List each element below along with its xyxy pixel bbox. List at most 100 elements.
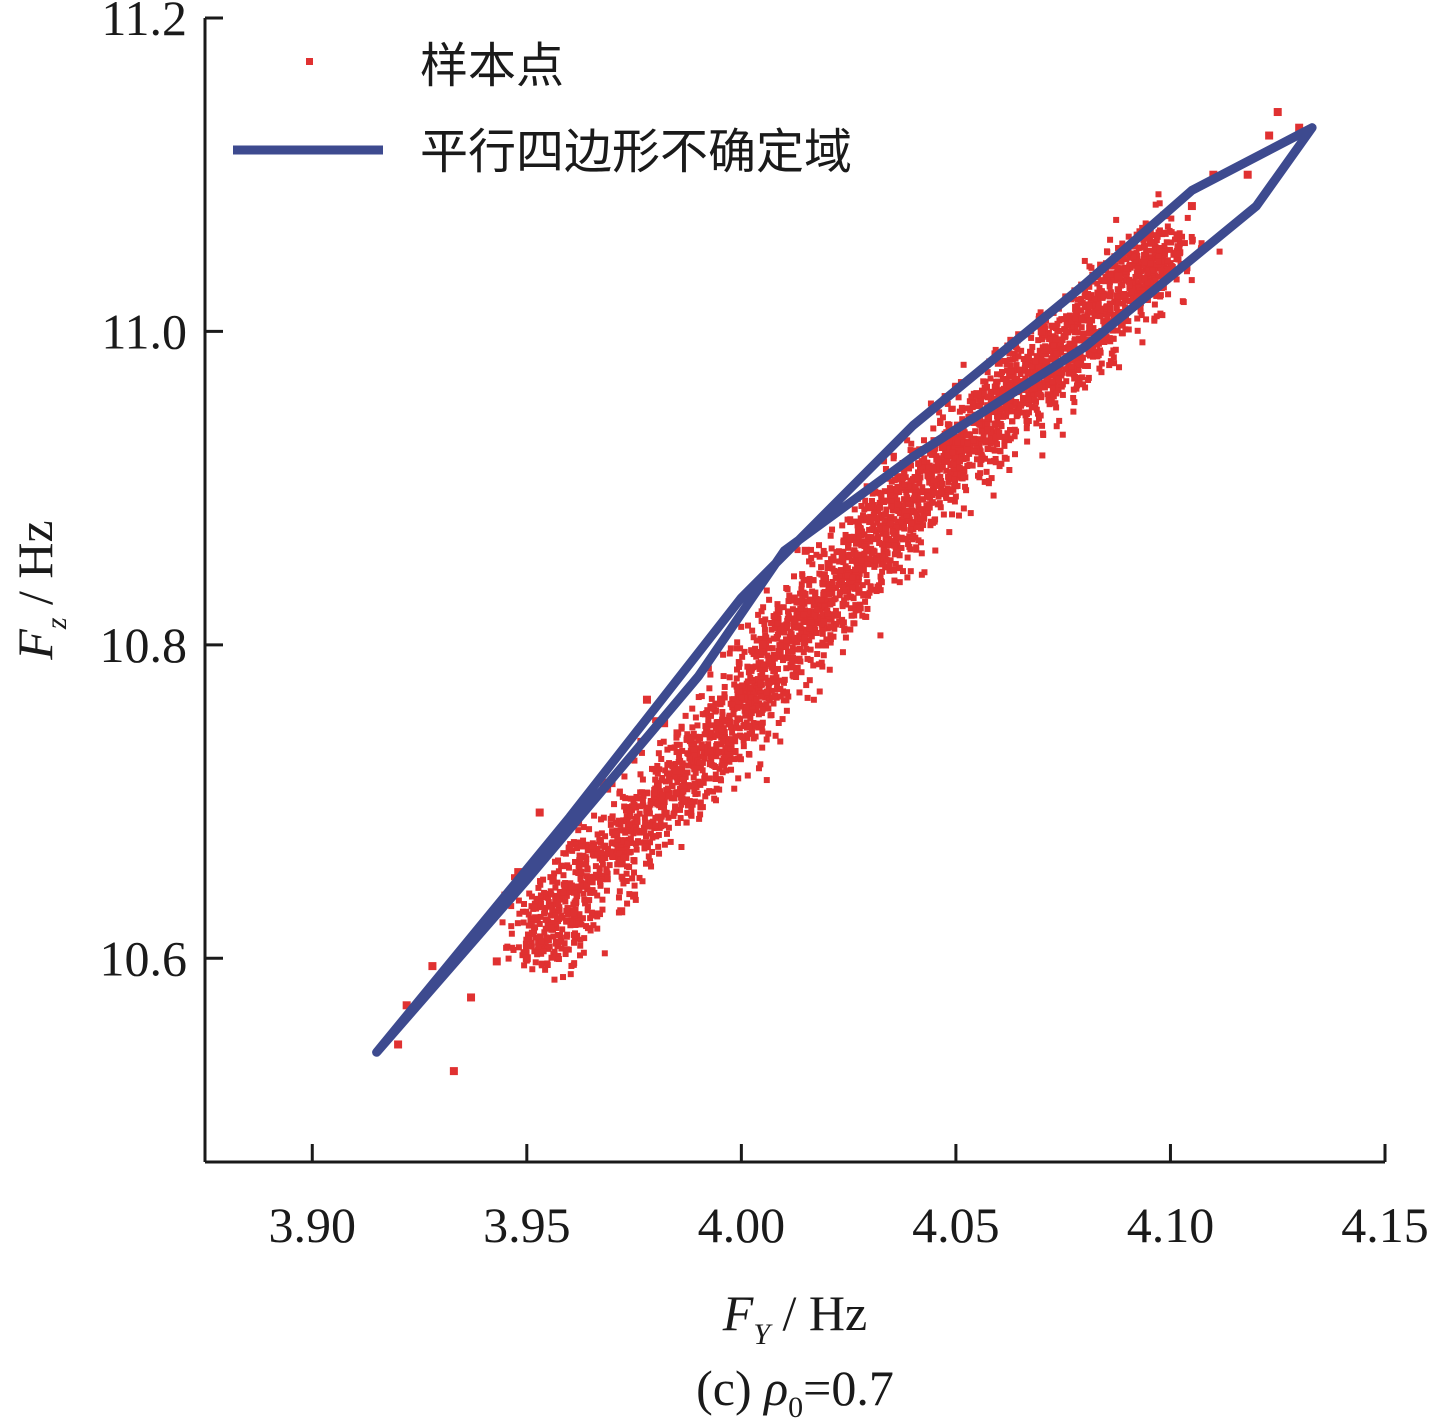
sample-point: [772, 732, 779, 739]
sample-point: [662, 778, 669, 785]
sample-point: [694, 722, 701, 729]
sample-point: [1078, 295, 1085, 302]
sample-point: [777, 624, 784, 631]
sample-point: [886, 567, 893, 574]
sample-point: [720, 673, 727, 680]
sample-point: [827, 632, 834, 639]
sample-point: [839, 603, 846, 610]
sample-point: [1025, 369, 1032, 376]
sample-point: [964, 405, 971, 412]
sample-point: [806, 581, 813, 588]
sample-point: [619, 818, 626, 825]
sample-point: [918, 462, 925, 469]
sample-point: [952, 434, 959, 441]
sample-point: [736, 688, 743, 695]
sample-point: [550, 933, 557, 940]
sample-point: [614, 861, 621, 868]
sample-point: [1183, 268, 1190, 275]
sample-point: [823, 642, 830, 649]
sample-point: [1164, 223, 1171, 230]
sample-point: [976, 474, 983, 481]
sample-point: [901, 481, 908, 488]
sample-point: [1114, 327, 1121, 334]
sample-point: [757, 635, 764, 642]
sample-point: [738, 623, 745, 630]
sample-point: [1025, 409, 1032, 416]
sample-point: [898, 534, 905, 541]
sample-point: [811, 613, 818, 620]
sample-point: [1118, 265, 1125, 272]
sample-point: [856, 606, 863, 613]
sample-point: [951, 469, 958, 476]
uncertainty-domain-boundary: [372, 123, 1317, 1057]
sample-point: [889, 485, 896, 492]
sample-point: [561, 940, 568, 947]
sample-point: [679, 776, 686, 783]
sample-point: [861, 543, 868, 550]
sample-point: [547, 903, 554, 910]
sample-point: [602, 833, 609, 840]
sample-point: [621, 773, 628, 780]
sample-point: [577, 952, 584, 959]
sample-point: [1133, 250, 1140, 257]
sample-point: [774, 631, 781, 638]
sample-point: [1086, 283, 1093, 290]
sample-point: [790, 624, 797, 631]
sample-point: [556, 888, 563, 895]
sample-point: [672, 803, 679, 810]
sample-point: [762, 694, 769, 701]
sample-point: [788, 597, 795, 604]
sample-point: [808, 546, 815, 553]
sample-point: [618, 841, 625, 848]
sample-point: [1053, 423, 1060, 430]
sample-point: [966, 431, 973, 438]
sample-point: [637, 803, 644, 810]
sample-point: [1135, 244, 1142, 251]
sample-point: [793, 666, 800, 673]
uncertainty-domain-layer: [372, 123, 1317, 1057]
sample-point: [809, 588, 816, 595]
sample-point: [1113, 216, 1120, 223]
sample-point: [800, 589, 807, 596]
sample-point: [547, 874, 554, 881]
sample-point: [665, 814, 672, 821]
sample-point: [515, 897, 522, 904]
sample-point: [1074, 382, 1081, 389]
sample-point: [1049, 385, 1056, 392]
sample-point: [734, 639, 741, 646]
sample-point: [840, 537, 847, 544]
sample-point: [653, 833, 660, 840]
sample-point: [570, 961, 577, 968]
sample-point: [1125, 233, 1132, 240]
sample-point: [866, 589, 873, 596]
sample-point: [1085, 376, 1092, 383]
sample-point: [1097, 261, 1104, 268]
sample-point: [1116, 364, 1123, 371]
sample-point: [758, 618, 765, 625]
sample-point: [532, 924, 539, 931]
sample-point: [773, 674, 780, 681]
sample-point: [562, 880, 569, 887]
sample-point: [1046, 336, 1053, 343]
sample-point: [1106, 292, 1113, 299]
sample-point: [758, 693, 765, 700]
sample-point: [1153, 293, 1160, 300]
sample-point: [799, 573, 806, 580]
sample-point: [708, 695, 715, 702]
sample-point: [763, 736, 770, 743]
sample-point: [782, 690, 789, 697]
sample-point: [839, 522, 846, 529]
sample-point: [1095, 301, 1102, 308]
sample-point: [719, 738, 726, 745]
sample-point: [449, 1067, 458, 1076]
sample-point: [717, 695, 724, 702]
sample-point: [904, 554, 911, 561]
sample-point: [1104, 314, 1111, 321]
sample-point: [1122, 304, 1129, 311]
sample-point: [792, 657, 799, 664]
sample-point: [609, 813, 616, 820]
sample-point: [1062, 366, 1069, 373]
sample-point: [694, 790, 701, 797]
sample-point: [623, 813, 630, 820]
sample-point: [1107, 306, 1114, 313]
